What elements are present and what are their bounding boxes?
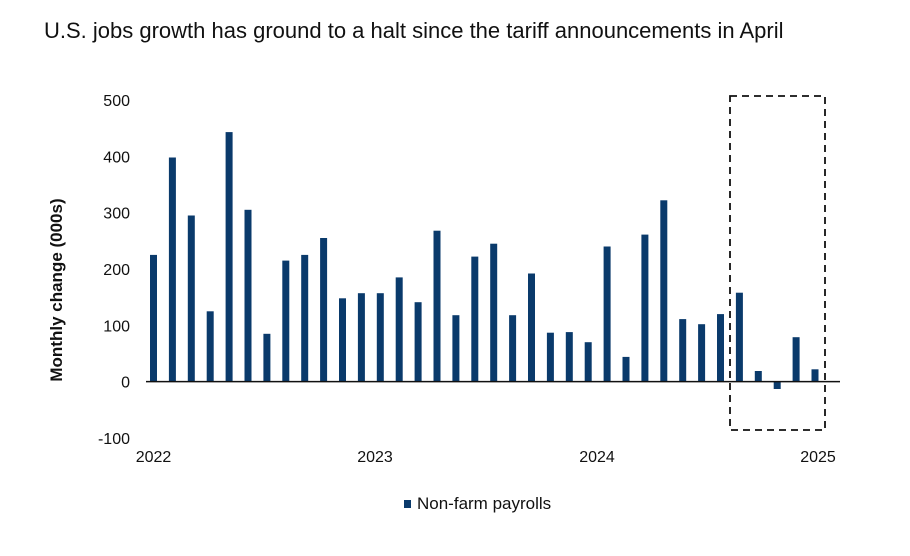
bar xyxy=(717,314,724,382)
bar xyxy=(168,157,176,382)
x-tick-label: 2025 xyxy=(800,449,836,466)
bar xyxy=(225,132,233,382)
y-tick-label: 400 xyxy=(103,149,130,166)
highlight-dashed-box xyxy=(729,95,826,431)
bar xyxy=(584,342,592,382)
bar xyxy=(187,215,195,382)
y-axis-ticks: 500 400 300 200 100 0 -100 xyxy=(98,93,130,448)
y-axis-label: Monthly change (000s) xyxy=(47,198,66,381)
bar xyxy=(452,315,460,382)
bar xyxy=(754,371,762,382)
bar xyxy=(792,337,800,382)
bar xyxy=(546,332,554,382)
bar xyxy=(244,209,252,382)
bar xyxy=(433,230,441,382)
y-tick-label: -100 xyxy=(98,431,130,448)
bar xyxy=(301,254,309,382)
legend-label: Non-farm payrolls xyxy=(417,494,552,513)
bar xyxy=(206,311,214,382)
y-tick-label: 0 xyxy=(121,375,130,392)
x-tick-label: 2022 xyxy=(136,449,172,466)
bar xyxy=(698,324,706,382)
bar xyxy=(660,200,668,382)
y-tick-label: 200 xyxy=(103,262,130,279)
bar xyxy=(395,277,403,382)
x-tick-label: 2024 xyxy=(579,449,615,466)
bar xyxy=(357,293,365,382)
bar xyxy=(603,246,611,382)
legend-swatch xyxy=(404,500,411,508)
bar xyxy=(528,273,535,382)
x-axis-ticks: 2022 2023 2024 2025 xyxy=(136,449,836,466)
bar xyxy=(565,332,573,382)
x-tick-label: 2023 xyxy=(357,449,393,466)
bar xyxy=(509,315,517,382)
bar xyxy=(414,302,422,382)
bar xyxy=(641,234,649,382)
bar xyxy=(150,254,157,382)
bars xyxy=(150,132,819,389)
bar xyxy=(339,298,346,382)
bar xyxy=(773,381,781,389)
legend: Non-farm payrolls xyxy=(404,494,551,514)
bar xyxy=(471,256,479,382)
y-tick-label: 100 xyxy=(103,318,130,335)
bar xyxy=(735,292,743,382)
bar xyxy=(263,333,271,382)
bar xyxy=(622,356,630,382)
bar xyxy=(320,238,328,382)
y-tick-label: 500 xyxy=(103,93,130,110)
bar xyxy=(376,293,384,382)
bar xyxy=(490,243,498,382)
chart-title: U.S. jobs growth has ground to a halt si… xyxy=(44,18,784,43)
bar xyxy=(811,369,819,382)
bar xyxy=(679,319,687,382)
bar xyxy=(282,260,290,382)
y-tick-label: 300 xyxy=(103,206,130,223)
